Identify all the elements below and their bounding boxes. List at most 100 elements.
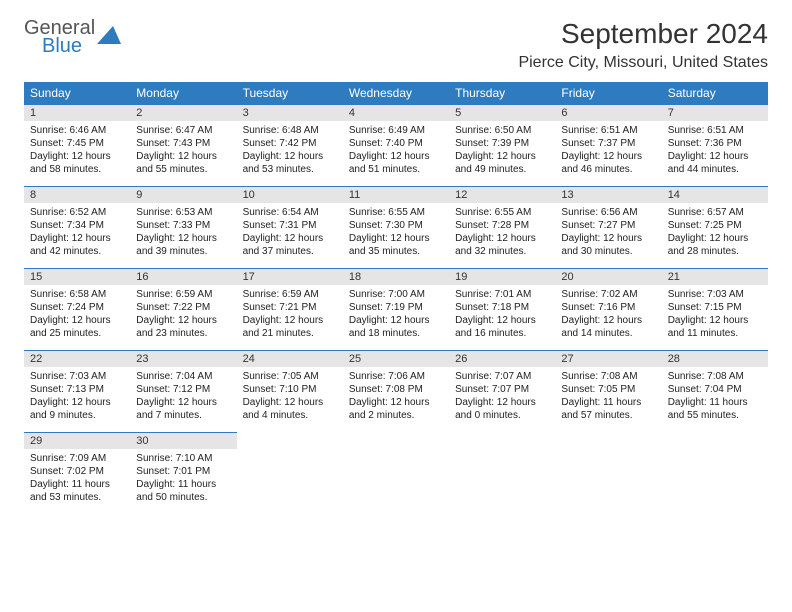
day-number: 20 xyxy=(555,269,661,286)
month-title: September 2024 xyxy=(518,18,768,50)
day-cell: Sunrise: 6:52 AMSunset: 7:34 PMDaylight:… xyxy=(24,203,130,269)
daylight-text: Daylight: 12 hours and 30 minutes. xyxy=(561,232,655,258)
sunrise-text: Sunrise: 6:57 AM xyxy=(668,206,762,219)
sunrise-text: Sunrise: 6:59 AM xyxy=(243,288,337,301)
weekday-header: Monday xyxy=(130,82,236,105)
sunrise-text: Sunrise: 7:09 AM xyxy=(30,452,124,465)
day-number: 9 xyxy=(130,187,236,204)
day-info-row: Sunrise: 7:09 AMSunset: 7:02 PMDaylight:… xyxy=(24,449,768,514)
day-cell: Sunrise: 6:51 AMSunset: 7:36 PMDaylight:… xyxy=(662,121,768,187)
sunset-text: Sunset: 7:37 PM xyxy=(561,137,655,150)
day-number: 7 xyxy=(662,105,768,122)
day-number: 27 xyxy=(555,351,661,368)
day-info-row: Sunrise: 6:46 AMSunset: 7:45 PM Daylight:… xyxy=(24,121,768,187)
sunrise-text: Sunrise: 6:55 AM xyxy=(455,206,549,219)
day-cell: Sunrise: 7:03 AMSunset: 7:15 PMDaylight:… xyxy=(662,285,768,351)
day-number: 3 xyxy=(237,105,343,122)
day-number: 10 xyxy=(237,187,343,204)
daylight-text: Daylight: 11 hours and 55 minutes. xyxy=(668,396,762,422)
sunrise-text: Sunrise: 7:08 AM xyxy=(668,370,762,383)
day-cell: Sunrise: 7:01 AMSunset: 7:18 PMDaylight:… xyxy=(449,285,555,351)
day-cell: Sunrise: 6:55 AMSunset: 7:30 PMDaylight:… xyxy=(343,203,449,269)
day-number: 17 xyxy=(237,269,343,286)
sunset-text: Sunset: 7:15 PM xyxy=(668,301,762,314)
daylight-text: Daylight: 12 hours and 11 minutes. xyxy=(668,314,762,340)
day-number: 13 xyxy=(555,187,661,204)
day-cell: Sunrise: 6:57 AMSunset: 7:25 PMDaylight:… xyxy=(662,203,768,269)
daylight-text: Daylight: 12 hours and 51 minutes. xyxy=(349,150,443,176)
weekday-header: Thursday xyxy=(449,82,555,105)
day-cell: Sunrise: 6:54 AMSunset: 7:31 PMDaylight:… xyxy=(237,203,343,269)
sunset-text: Sunset: 7:39 PM xyxy=(455,137,549,150)
day-cell: Sunrise: 6:59 AMSunset: 7:21 PMDaylight:… xyxy=(237,285,343,351)
sunrise-text: Sunrise: 6:52 AM xyxy=(30,206,124,219)
weekday-header: Saturday xyxy=(662,82,768,105)
sunrise-text: Sunrise: 6:54 AM xyxy=(243,206,337,219)
day-cell: Sunrise: 6:59 AMSunset: 7:22 PMDaylight:… xyxy=(130,285,236,351)
sunset-text: Sunset: 7:04 PM xyxy=(668,383,762,396)
sunrise-text: Sunrise: 6:49 AM xyxy=(349,124,443,137)
day-number-row: 2930 xyxy=(24,433,768,450)
sunset-text: Sunset: 7:12 PM xyxy=(136,383,230,396)
sunset-text: Sunset: 7:31 PM xyxy=(243,219,337,232)
sunset-text: Sunset: 7:07 PM xyxy=(455,383,549,396)
weekday-header: Friday xyxy=(555,82,661,105)
sunrise-text: Sunrise: 6:47 AM xyxy=(136,124,230,137)
daylight-text: Daylight: 11 hours and 57 minutes. xyxy=(561,396,655,422)
sunrise-text: Sunrise: 7:07 AM xyxy=(455,370,549,383)
day-number: 1 xyxy=(24,105,130,122)
day-cell: Sunrise: 7:07 AMSunset: 7:07 PMDaylight:… xyxy=(449,367,555,433)
day-info-row: Sunrise: 6:52 AMSunset: 7:34 PM Daylight:… xyxy=(24,203,768,269)
daylight-text: Daylight: 12 hours and 0 minutes. xyxy=(455,396,549,422)
sunset-text: Sunset: 7:08 PM xyxy=(349,383,443,396)
sunset-text: Sunset: 7:45 PM xyxy=(30,137,124,150)
day-number: 29 xyxy=(24,433,130,450)
day-cell: Sunrise: 7:02 AMSunset: 7:16 PMDaylight:… xyxy=(555,285,661,351)
day-cell: Sunrise: 6:48 AMSunset: 7:42 PMDaylight:… xyxy=(237,121,343,187)
day-cell: Sunrise: 7:03 AMSunset: 7:13 PMDaylight:… xyxy=(24,367,130,433)
daylight-text: Daylight: 11 hours and 50 minutes. xyxy=(136,478,230,504)
day-number: 4 xyxy=(343,105,449,122)
daylight-text: Daylight: 12 hours and 18 minutes. xyxy=(349,314,443,340)
day-number-row: 15161718192021 xyxy=(24,269,768,286)
calendar: SundayMondayTuesdayWednesdayThursdayFrid… xyxy=(24,82,768,514)
title-block: September 2024 Pierce City, Missouri, Un… xyxy=(518,18,768,72)
empty-cell xyxy=(343,449,449,514)
day-number: 22 xyxy=(24,351,130,368)
logo: General Blue xyxy=(24,18,121,56)
daylight-text: Daylight: 12 hours and 25 minutes. xyxy=(30,314,124,340)
daylight-text: Daylight: 12 hours and 23 minutes. xyxy=(136,314,230,340)
sunrise-text: Sunrise: 6:51 AM xyxy=(668,124,762,137)
weekday-header: Wednesday xyxy=(343,82,449,105)
day-cell: Sunrise: 6:51 AMSunset: 7:37 PMDaylight:… xyxy=(555,121,661,187)
sunrise-text: Sunrise: 6:58 AM xyxy=(30,288,124,301)
daylight-text: Daylight: 12 hours and 53 minutes. xyxy=(243,150,337,176)
sunset-text: Sunset: 7:18 PM xyxy=(455,301,549,314)
daylight-text: Daylight: 12 hours and 28 minutes. xyxy=(668,232,762,258)
day-info-row: Sunrise: 6:58 AMSunset: 7:24 PMDaylight:… xyxy=(24,285,768,351)
sunset-text: Sunset: 7:27 PM xyxy=(561,219,655,232)
logo-text-blue: Blue xyxy=(42,36,95,56)
sunrise-text: Sunrise: 7:10 AM xyxy=(136,452,230,465)
sunset-text: Sunset: 7:34 PM xyxy=(30,219,124,232)
day-info-row: Sunrise: 7:03 AMSunset: 7:13 PMDaylight:… xyxy=(24,367,768,433)
empty-cell xyxy=(555,449,661,514)
empty-cell xyxy=(449,433,555,450)
sunset-text: Sunset: 7:01 PM xyxy=(136,465,230,478)
sunrise-text: Sunrise: 7:06 AM xyxy=(349,370,443,383)
day-number: 28 xyxy=(662,351,768,368)
day-number: 14 xyxy=(662,187,768,204)
day-cell: Sunrise: 6:55 AMSunset: 7:28 PMDaylight:… xyxy=(449,203,555,269)
daylight-text: Daylight: 12 hours and 21 minutes. xyxy=(243,314,337,340)
sunset-text: Sunset: 7:33 PM xyxy=(136,219,230,232)
day-number-row: 22232425262728 xyxy=(24,351,768,368)
daylight-text: Daylight: 12 hours and 16 minutes. xyxy=(455,314,549,340)
empty-cell xyxy=(343,433,449,450)
sunset-text: Sunset: 7:19 PM xyxy=(349,301,443,314)
sunrise-text: Sunrise: 6:46 AM xyxy=(30,124,124,137)
daylight-text: Daylight: 12 hours and 46 minutes. xyxy=(561,150,655,176)
header: General Blue September 2024 Pierce City,… xyxy=(24,18,768,72)
sunrise-text: Sunrise: 6:53 AM xyxy=(136,206,230,219)
day-cell: Sunrise: 6:49 AMSunset: 7:40 PMDaylight:… xyxy=(343,121,449,187)
day-cell: Sunrise: 6:58 AMSunset: 7:24 PMDaylight:… xyxy=(24,285,130,351)
